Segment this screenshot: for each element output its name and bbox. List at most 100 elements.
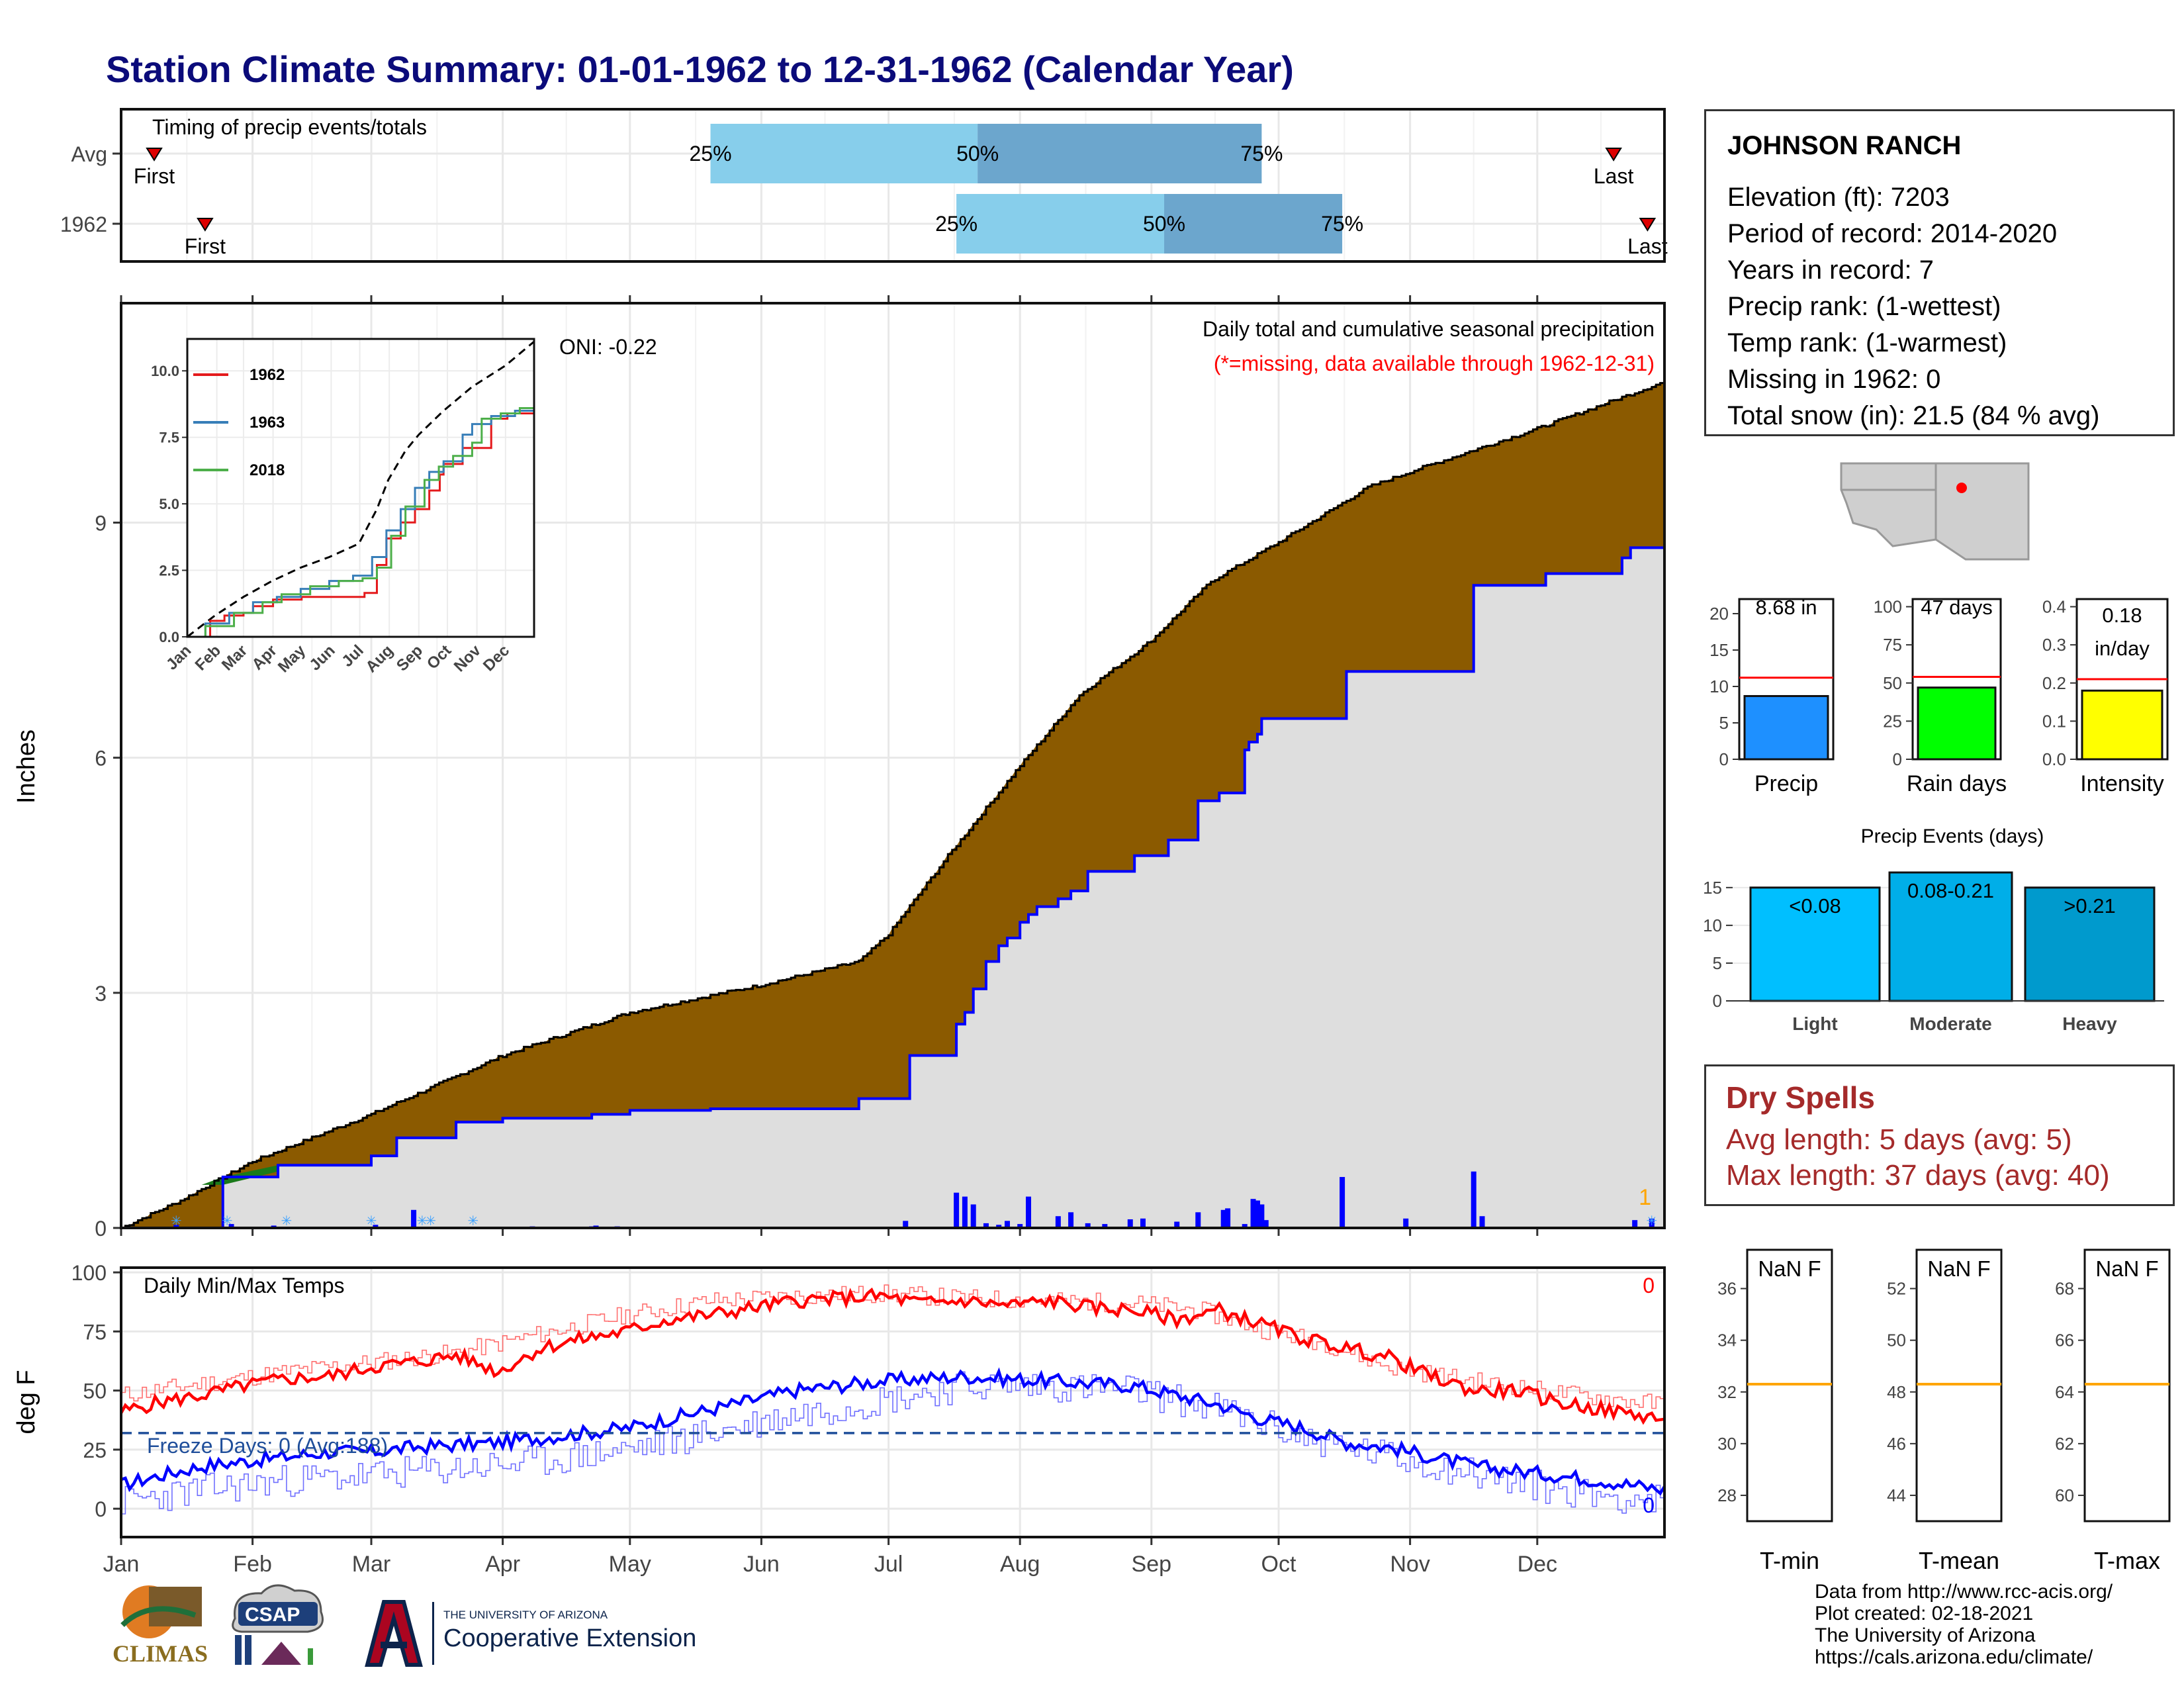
month-label: Aug <box>1000 1552 1040 1577</box>
month-label: Mar <box>352 1552 391 1577</box>
station-name: JOHNSON RANCH <box>1727 131 1962 160</box>
ua-small-text: THE UNIVERSITY OF ARIZONA <box>443 1609 608 1621</box>
timing-first-label: First <box>134 164 175 188</box>
station-elevation: Elevation (ft): 7203 <box>1727 183 1950 212</box>
temp-box-value-label: NaN F <box>1927 1256 1990 1281</box>
climas-logo: CLIMAS <box>113 1585 208 1667</box>
month-label: Sep <box>1132 1552 1172 1577</box>
max-temp-line <box>120 1288 1665 1425</box>
inset-ytick-label: 7.5 <box>159 430 179 446</box>
events-ytick-label: 5 <box>1713 953 1722 973</box>
dry-spells-box: Dry Spells Avg length: 5 days (avg: 5) M… <box>1704 1064 2175 1206</box>
footer-university: The University of Arizona <box>1815 1624 2036 1646</box>
daily-precip-bar <box>970 1204 976 1228</box>
timing-first-marker <box>146 148 163 162</box>
year-above-avg-area <box>201 1165 279 1185</box>
timing-bar-q25-q50 <box>710 124 978 183</box>
daily-precip-bar <box>1225 1208 1231 1228</box>
temp-ytick-label: 25 <box>83 1438 107 1462</box>
timing-bar-q50-q75 <box>978 124 1262 183</box>
footer-url: https://cals.arizona.edu/climate/ <box>1815 1646 2093 1668</box>
ua-big-text: Cooperative Extension <box>443 1624 696 1652</box>
daily-precip-bar <box>1403 1218 1409 1228</box>
timing-last-label: Last <box>1594 164 1634 188</box>
temp-box-ytick-label: 68 <box>2055 1279 2074 1299</box>
daily-precip-bar <box>173 1225 179 1228</box>
daily-precip-bar <box>962 1196 968 1228</box>
csap-logo-text: CSAP <box>245 1604 300 1626</box>
daily-precip-bar <box>1632 1220 1638 1228</box>
month-label: May <box>609 1552 651 1577</box>
summary-bar-ytick-label: 50 <box>1883 673 1902 693</box>
daily-precip-bar <box>1479 1216 1485 1228</box>
temp-box-ytick-label: 60 <box>2055 1485 2074 1505</box>
events-bar <box>2024 886 2156 1002</box>
summary-bar <box>1743 695 1829 761</box>
temp-box-ytick-label: 30 <box>1717 1434 1737 1454</box>
summary-bar-value-label: 8.68 in <box>1755 596 1817 619</box>
timing-q50-label: 50% <box>956 142 999 165</box>
temp-title: Daily Min/Max Temps <box>144 1274 344 1297</box>
inset-ytick-label: 10.0 <box>151 363 179 379</box>
summary-bar-value-label: 0.18 <box>2102 604 2142 627</box>
daily-precip-bar <box>903 1221 909 1228</box>
dry-spells-avg: Avg length: 5 days (avg: 5) <box>1726 1123 2072 1156</box>
freeze-days-label: Freeze Days: 0 (Avg:188) <box>147 1434 388 1458</box>
inset-ytick-label: 2.5 <box>159 563 179 579</box>
precip-ytick-label: 6 <box>95 747 107 771</box>
temp-box-value-label: NaN F <box>1758 1256 1821 1281</box>
temp-box-ytick-label: 48 <box>1887 1382 1906 1402</box>
daily-precip-bar <box>1195 1212 1201 1228</box>
summary-bar-ytick-label: 10 <box>1709 677 1729 696</box>
dry-spells-max: Max length: 37 days (avg: 40) <box>1726 1159 2110 1192</box>
daily-precip-bar <box>1220 1209 1226 1228</box>
station-years: Years in record: 7 <box>1727 256 1934 285</box>
year-cumulative-area <box>121 547 1664 1229</box>
snow-marker: ✳ <box>171 1214 182 1229</box>
events-bar-value-label: >0.21 <box>2064 894 2115 917</box>
events-category-label: Moderate <box>1909 1013 1991 1034</box>
temp-ytick-label: 75 <box>83 1320 107 1344</box>
timing-bar-q25-q50 <box>956 194 1165 254</box>
snow-marker: ✳ <box>1646 1214 1657 1229</box>
temp-boxes-panel: 28 30 32 34 36 NaN F T-min 44 46 48 50 52 NaN F T-mea… <box>1717 1248 2171 1574</box>
summary-bar-ytick-label: 5 <box>1719 713 1729 733</box>
oni-label: ONI: -0.22 <box>559 335 657 359</box>
footer-data-source: Data from http://www.rcc-acis.org/ <box>1815 1581 2113 1603</box>
inset-legend-label: 2018 <box>250 461 285 479</box>
dry-spells-title: Dry Spells <box>1726 1080 1875 1115</box>
inset-legend-label: 1963 <box>250 414 285 432</box>
temp-box-ytick-label: 34 <box>1717 1331 1737 1350</box>
temp-frame <box>120 1266 1666 1538</box>
daily-precip-bar <box>1259 1204 1265 1228</box>
inset-plot-area <box>187 339 534 637</box>
events-ytick-label: 10 <box>1703 915 1722 935</box>
precip-missing-note: (*=missing, data available through 1962-… <box>1214 352 1655 375</box>
daily-precip-bar <box>1254 1200 1260 1228</box>
timing-last-label: Last <box>1627 234 1668 258</box>
summary-bar-ytick-label: 0 <box>1893 749 1902 769</box>
summary-bar-value-unit: in/day <box>2095 637 2150 660</box>
timing-q25-label: 25% <box>689 142 731 165</box>
logos-strip: CLIMAS CSAP THE UNIVERSITY OF ARIZONA Co… <box>113 1584 696 1667</box>
precip-ytick-label: 9 <box>95 511 107 535</box>
summary-bar-ytick-label: 0.4 <box>2042 597 2066 617</box>
month-label: Jul <box>874 1552 903 1577</box>
summary-bar-ytick-label: 15 <box>1709 640 1729 660</box>
daily-precip-bar <box>1017 1224 1023 1228</box>
daily-precip-bar <box>373 1225 379 1228</box>
daily-precip-bar <box>1340 1177 1345 1228</box>
max-temp-count-label: 0 <box>1643 1274 1655 1297</box>
snow-marker: ✳ <box>416 1214 428 1229</box>
daily-precip-bar <box>954 1192 960 1228</box>
snow-marker: ✳ <box>222 1214 233 1229</box>
timing-panel: 25% 50% 75% First Last Avg 25% 50% 75% First Last 1… <box>60 108 1668 263</box>
locator-map <box>1840 462 2030 561</box>
station-precip-rank: Precip rank: (1-wettest) <box>1727 292 2001 321</box>
precip-frame <box>120 302 1666 1229</box>
temp-box-ytick-label: 66 <box>2055 1331 2074 1350</box>
month-label: Oct <box>1261 1552 1297 1577</box>
footer-plot-date: Plot created: 02-18-2021 <box>1815 1603 2034 1624</box>
timing-q50-label: 50% <box>1143 212 1185 236</box>
